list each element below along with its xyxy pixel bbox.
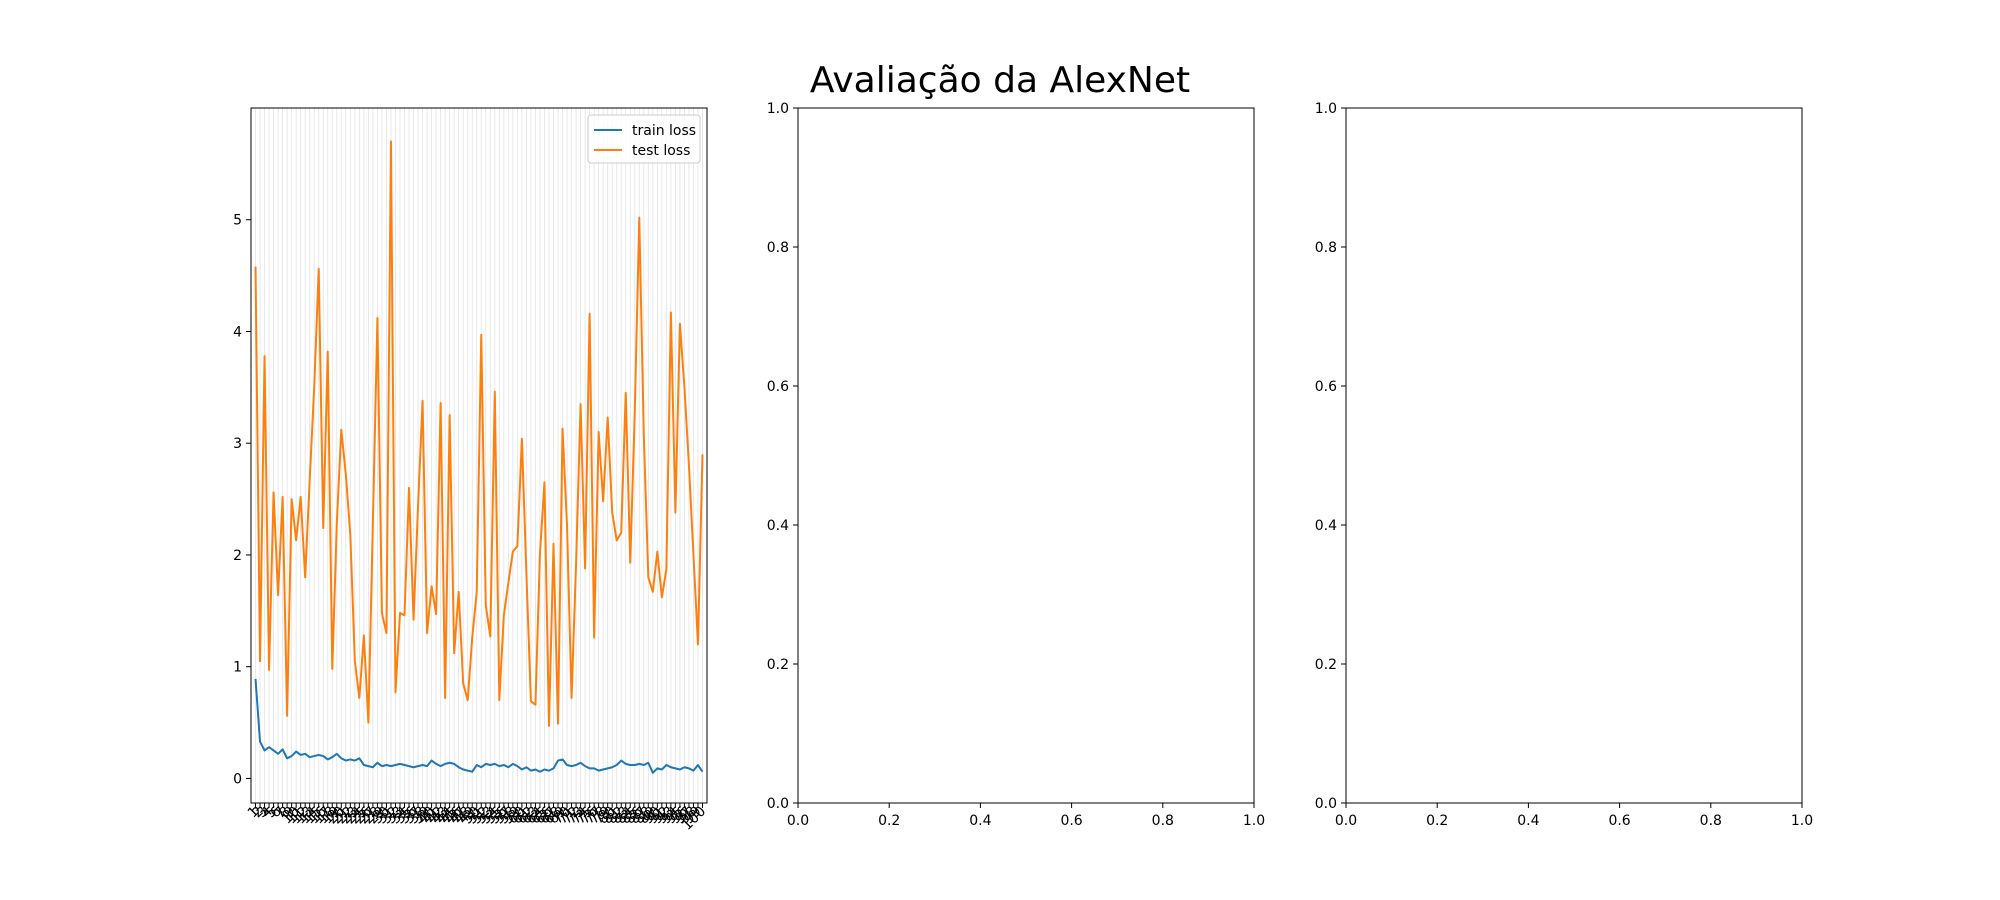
x-tick-label: 0.8 — [1700, 813, 1722, 829]
x-tick-label: 0.4 — [1517, 813, 1539, 829]
legend-label: train loss — [632, 123, 696, 139]
empty-axes-3: 0.0 0.2 0.4 0.6 0.8 1.0 0.0 0.2 0.4 0.6 0.8 1.0 — [1315, 101, 1813, 829]
x-tick-label: 0.2 — [1426, 813, 1448, 829]
x-tick-label: 0.2 — [878, 813, 900, 829]
y-tick-label: 0.2 — [1315, 657, 1337, 673]
x-ticks: 1234567891011121314151617181920212223242… — [245, 803, 709, 834]
axes-frame — [250, 107, 708, 804]
y-tick-label: 0.4 — [767, 518, 789, 534]
loss-axes: 0 1 2 3 4 5 123456789101112131415161718192021… — [233, 107, 709, 834]
empty-axes-2: 0.0 0.2 0.4 0.6 0.8 1.0 0.0 0.2 0.4 0.6 0.8 1.0 — [767, 101, 1265, 829]
legend: train loss test loss — [587, 114, 701, 164]
series-line — [254, 678, 704, 774]
y-tick-label: 0.4 — [1315, 518, 1337, 534]
x-tick-label: 0.0 — [787, 813, 809, 829]
axis-ticks: 0.0 0.2 0.4 0.6 0.8 1.0 0.0 0.2 0.4 0.6 0.8 1.0 — [1315, 101, 1813, 829]
axes-frame — [797, 107, 1255, 804]
axes-frame — [1345, 107, 1803, 804]
y-tick-label: 1.0 — [1315, 101, 1337, 117]
x-tick-label: 1.0 — [1791, 813, 1813, 829]
x-tick-label: 0.4 — [969, 813, 991, 829]
loss-lines — [254, 140, 704, 774]
y-tick-label: 0.0 — [767, 796, 789, 812]
figure-title: Avaliação da AlexNet — [810, 60, 1190, 101]
y-tick-label: 0.0 — [1315, 796, 1337, 812]
y-ticks: 0 1 2 3 4 5 — [233, 213, 251, 787]
x-gridlines — [255, 108, 703, 803]
x-tick-label: 1.0 — [1243, 813, 1265, 829]
y-tick-label: 1 — [233, 660, 242, 676]
y-tick-label: 1.0 — [767, 101, 789, 117]
series-line — [254, 140, 704, 727]
y-tick-label: 0.2 — [767, 657, 789, 673]
x-tick-label: 0.0 — [1335, 813, 1357, 829]
y-tick-label: 4 — [233, 324, 242, 340]
x-tick-label: 0.8 — [1152, 813, 1174, 829]
x-tick-label: 0.6 — [1608, 813, 1630, 829]
y-tick-label: 0 — [233, 771, 242, 787]
y-tick-label: 0.8 — [767, 240, 789, 256]
legend-label: test loss — [632, 143, 690, 159]
y-tick-label: 0.6 — [1315, 379, 1337, 395]
y-tick-label: 0.6 — [767, 379, 789, 395]
y-tick-label: 5 — [233, 213, 242, 229]
axis-ticks: 0.0 0.2 0.4 0.6 0.8 1.0 0.0 0.2 0.4 0.6 0.8 1.0 — [767, 101, 1265, 829]
x-tick-label: 0.6 — [1060, 813, 1082, 829]
y-tick-label: 0.8 — [1315, 240, 1337, 256]
y-tick-label: 3 — [233, 436, 242, 452]
y-tick-label: 2 — [233, 548, 242, 564]
